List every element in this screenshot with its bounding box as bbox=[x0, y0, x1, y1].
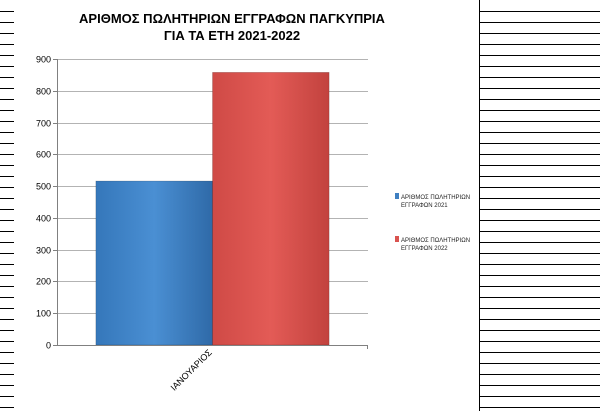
legend-label-2021-line-2: ΕΓΓΡΑΦΩΝ 2021 bbox=[401, 203, 448, 209]
chart-title-line-2: ΓΙΑ ΤΑ ΕΤΗ 2021-2022 bbox=[164, 28, 300, 43]
y-tick-label: 900 bbox=[36, 55, 51, 65]
y-axis-ticks: 0 100 200 300 400 500 600 700 800 900 bbox=[36, 55, 57, 351]
y-tick-label: 100 bbox=[36, 309, 51, 319]
bar-1-0 bbox=[212, 72, 330, 346]
x-category-label: ΙΑΝΟΥΑΡΙΟΣ bbox=[169, 347, 215, 393]
axes bbox=[57, 59, 368, 349]
y-tick-label: 0 bbox=[46, 341, 51, 351]
legend-label-2022-line-2: ΕΓΓΡΑΦΩΝ 2022 bbox=[401, 246, 448, 252]
y-tick-label: 200 bbox=[36, 277, 51, 287]
spreadsheet-left-gridlines bbox=[0, 11, 14, 408]
y-tick-label: 600 bbox=[36, 150, 51, 160]
y-tick-label: 800 bbox=[36, 87, 51, 97]
legend-swatch-2022 bbox=[395, 236, 399, 242]
x-axis-labels: ΙΑΝΟΥΑΡΙΟΣ bbox=[169, 347, 215, 393]
legend-label-2021-line-1: ΑΡΙΘΜΟΣ ΠΩΛΗΤΗΡΙΩΝ bbox=[401, 195, 470, 201]
bars bbox=[95, 72, 330, 346]
legend: ΑΡΙΘΜΟΣ ΠΩΛΗΤΗΡΙΩΝ ΕΓΓΡΑΦΩΝ 2021 ΑΡΙΘΜΟΣ… bbox=[395, 193, 470, 252]
legend-label-2022-line-1: ΑΡΙΘΜΟΣ ΠΩΛΗΤΗΡΙΩΝ bbox=[401, 238, 470, 244]
bar-0-0 bbox=[95, 180, 213, 346]
y-tick-label: 400 bbox=[36, 214, 51, 224]
y-tick-label: 700 bbox=[36, 119, 51, 129]
legend-swatch-2021 bbox=[395, 193, 399, 199]
chart-title-line-1: ΑΡΙΘΜΟΣ ΠΩΛΗΤΗΡΙΩΝ ΕΓΓΡΑΦΩΝ ΠΑΓΚΥΠΡΙΑ bbox=[79, 11, 385, 26]
y-tick-label: 500 bbox=[36, 182, 51, 192]
spreadsheet-right-gridlines bbox=[479, 0, 600, 411]
y-tick-label: 300 bbox=[36, 246, 51, 256]
